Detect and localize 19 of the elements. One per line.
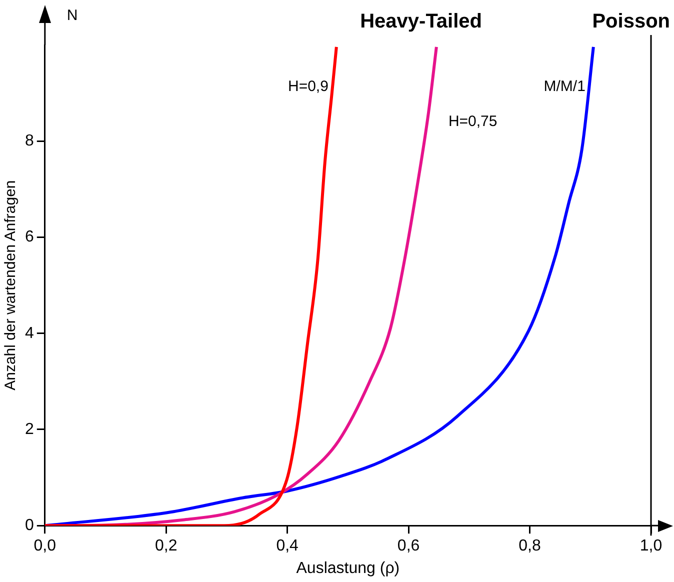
x-tick-label: 0,4 [276,538,299,555]
series-label: M/M/1 [544,78,586,96]
y-tick-label: 4 [24,324,34,342]
y-tick-label: 8 [24,132,34,150]
x-tick-label: 0,2 [154,538,178,555]
series-label: H=0,75 [448,113,498,130]
y-tick-label: 6 [24,228,34,246]
y-tick-label: 2 [24,420,34,438]
x-tick-label: 0,8 [518,538,541,555]
text: N [66,7,78,24]
text: Poisson [592,10,670,33]
y-axis-title: Anzahl der wartenden Anfragen [2,180,20,390]
x-tick-label: 0,0 [34,538,56,555]
series-label: H=0,9 [288,78,328,96]
y-tick-label: 0 [24,517,34,534]
x-tick-label: 0,6 [397,538,420,555]
x-tick-label: 1,0 [640,538,662,555]
text: Heavy-Tailed [360,10,482,33]
x-axis-title: Auslastung (ρ) [296,560,400,577]
